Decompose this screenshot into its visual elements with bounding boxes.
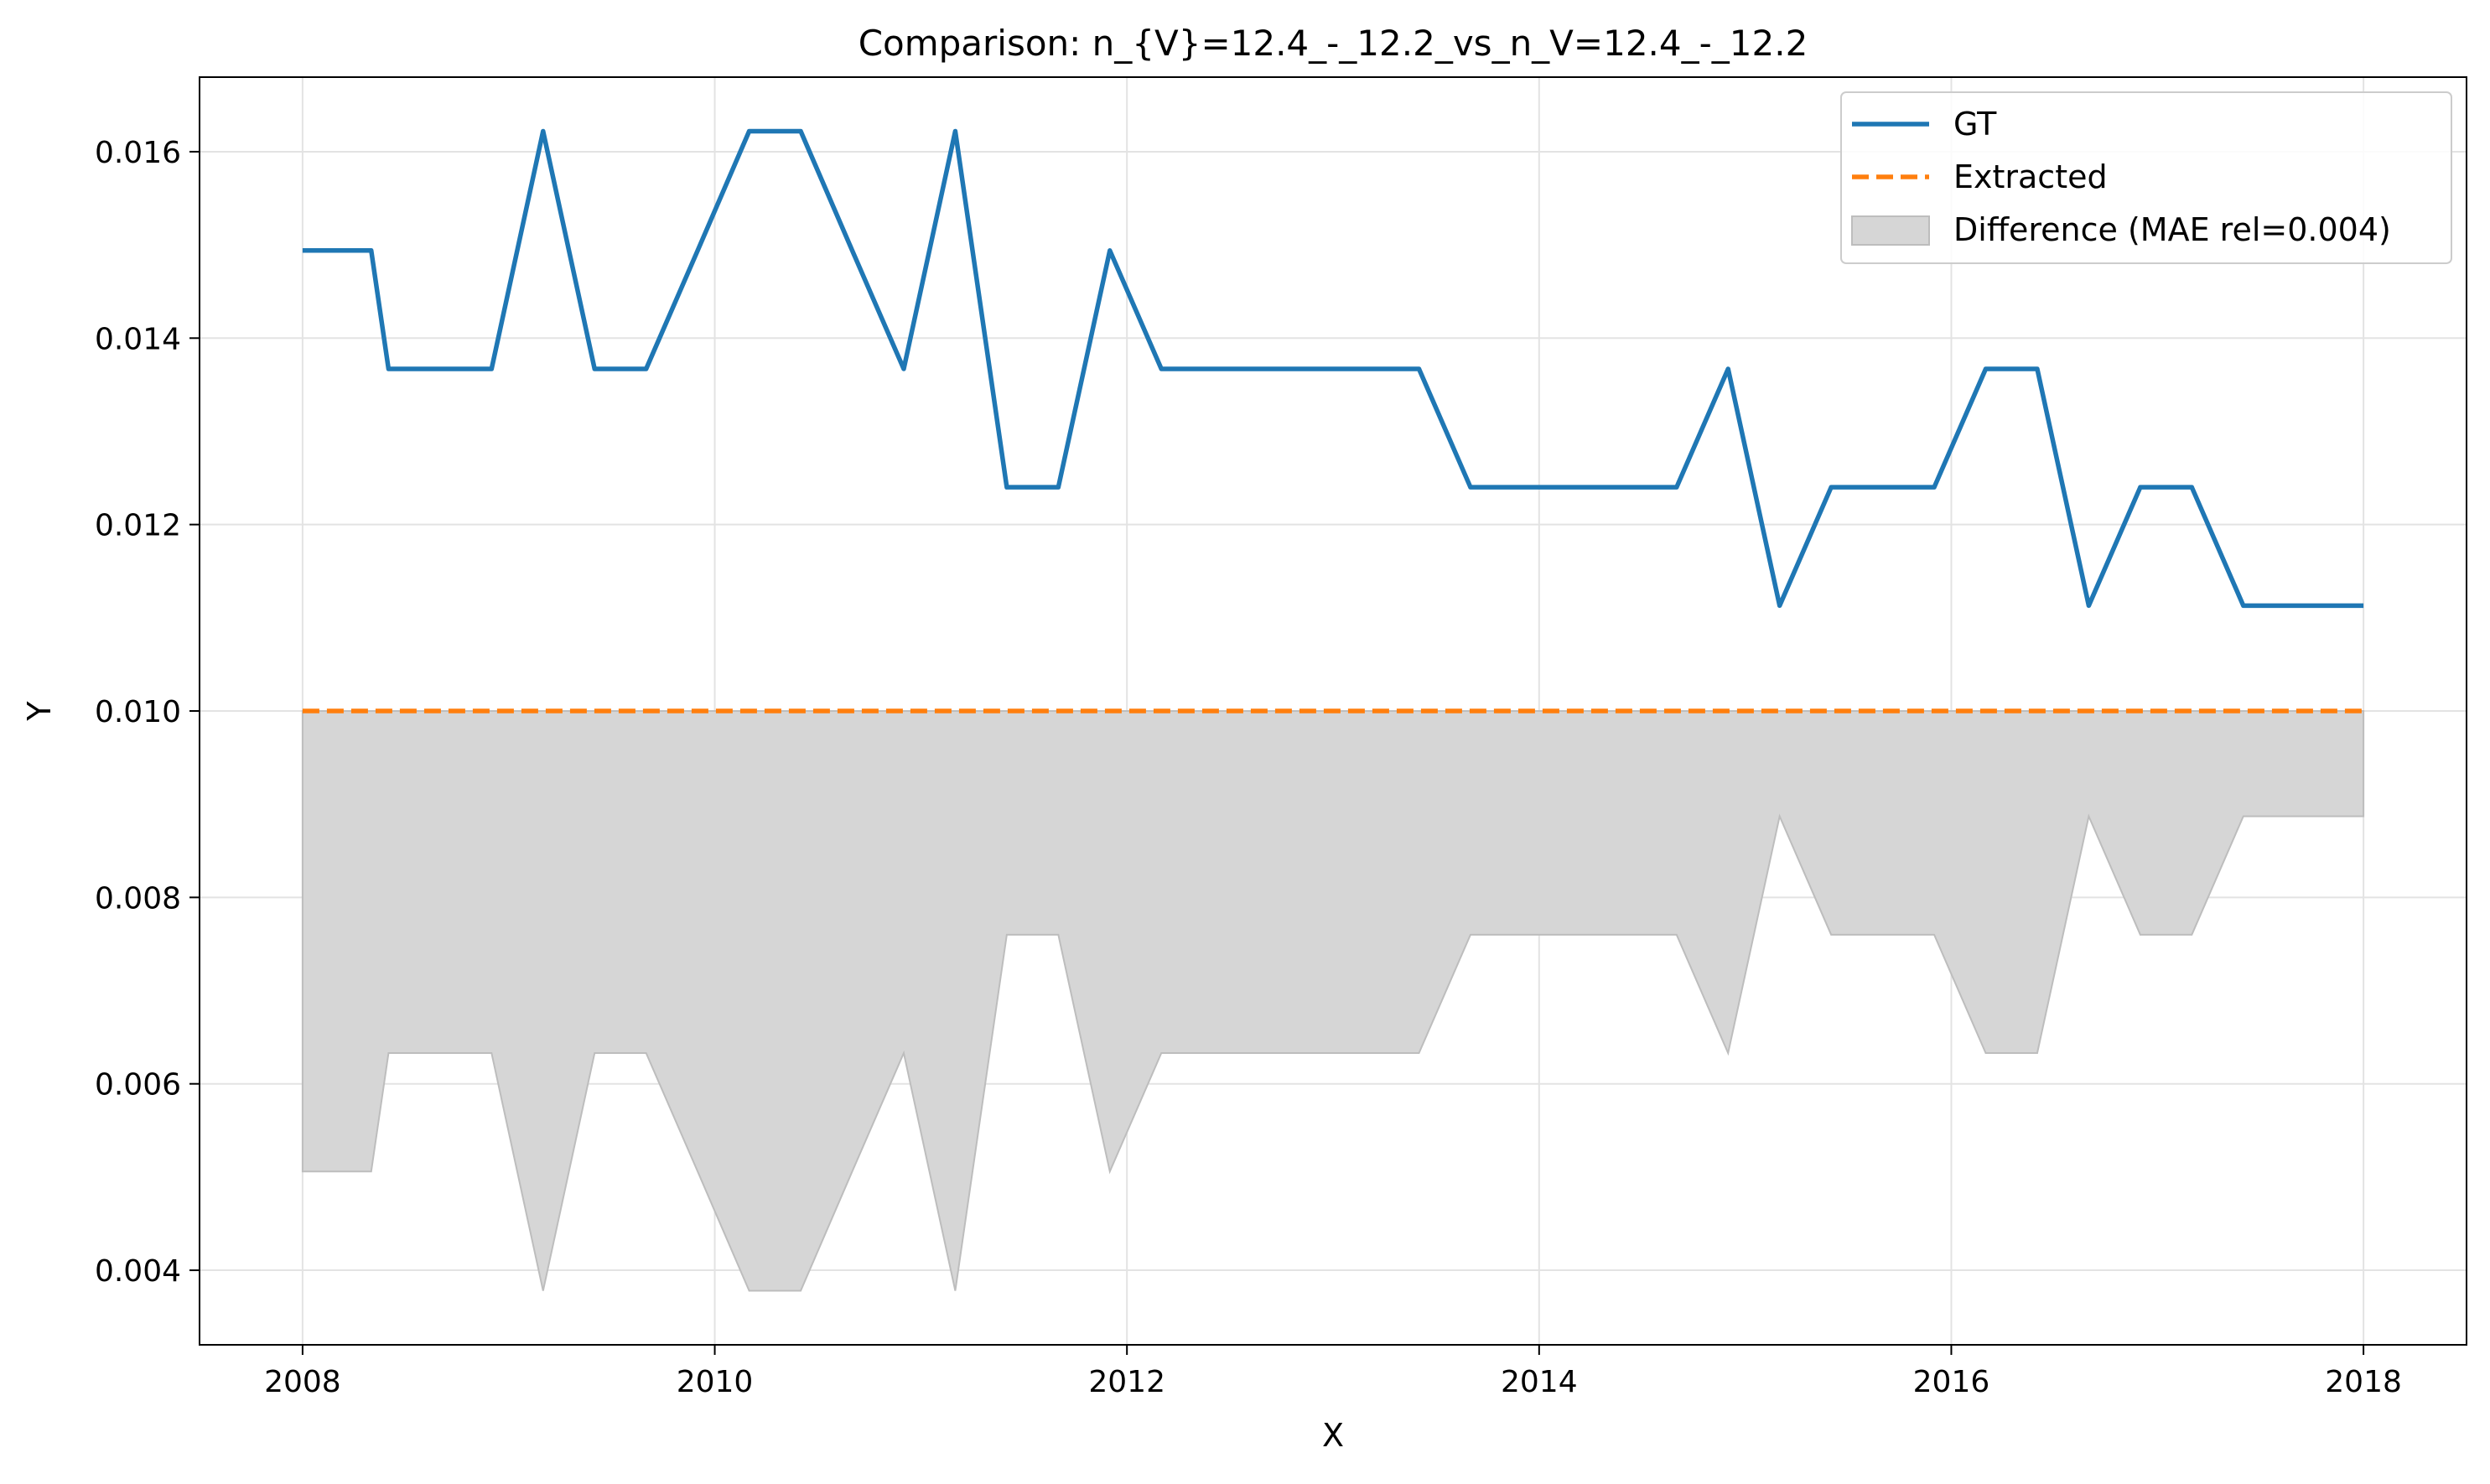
- legend-difference-swatch: [1851, 215, 1930, 246]
- y-tick-label: 0.010: [95, 695, 181, 729]
- y-tick-label: 0.006: [95, 1068, 181, 1103]
- x-axis-label: X: [1322, 1417, 1344, 1454]
- y-tick-label: 0.012: [95, 509, 181, 543]
- legend-gt-label: GT: [1953, 106, 1997, 143]
- legend-difference-label: Difference (MAE rel=0.004): [1953, 211, 2391, 248]
- y-tick-label: 0.014: [95, 322, 181, 356]
- x-tick-label: 2016: [1913, 1365, 1990, 1399]
- y-tick-label: 0.004: [95, 1254, 181, 1289]
- x-tick-label: 2008: [264, 1365, 341, 1399]
- x-tick-label: 2012: [1088, 1365, 1165, 1399]
- chart-title: Comparison: n_{V}=12.4_-_12.2_vs_n_V=12.…: [859, 23, 1808, 64]
- gt-line: [302, 128, 2364, 609]
- legend: GT Extracted Difference (MAE rel=0.004): [1840, 91, 2452, 264]
- y-axis-label: Y: [21, 701, 58, 722]
- y-tick-label: 0.008: [95, 881, 181, 916]
- legend-box: [1840, 91, 2452, 264]
- x-tick-label: 2018: [2325, 1365, 2402, 1399]
- legend-extracted-label: Extracted: [1953, 158, 2108, 195]
- x-tick-label: 2014: [1501, 1365, 1578, 1399]
- axes-layer: 2008 2010 2012 2014 2016 2018 0.004 0.006 0.008 0…: [95, 136, 2402, 1399]
- y-tick-label: 0.016: [95, 136, 181, 170]
- x-tick-label: 2010: [677, 1365, 754, 1399]
- series-layer: [302, 128, 2364, 713]
